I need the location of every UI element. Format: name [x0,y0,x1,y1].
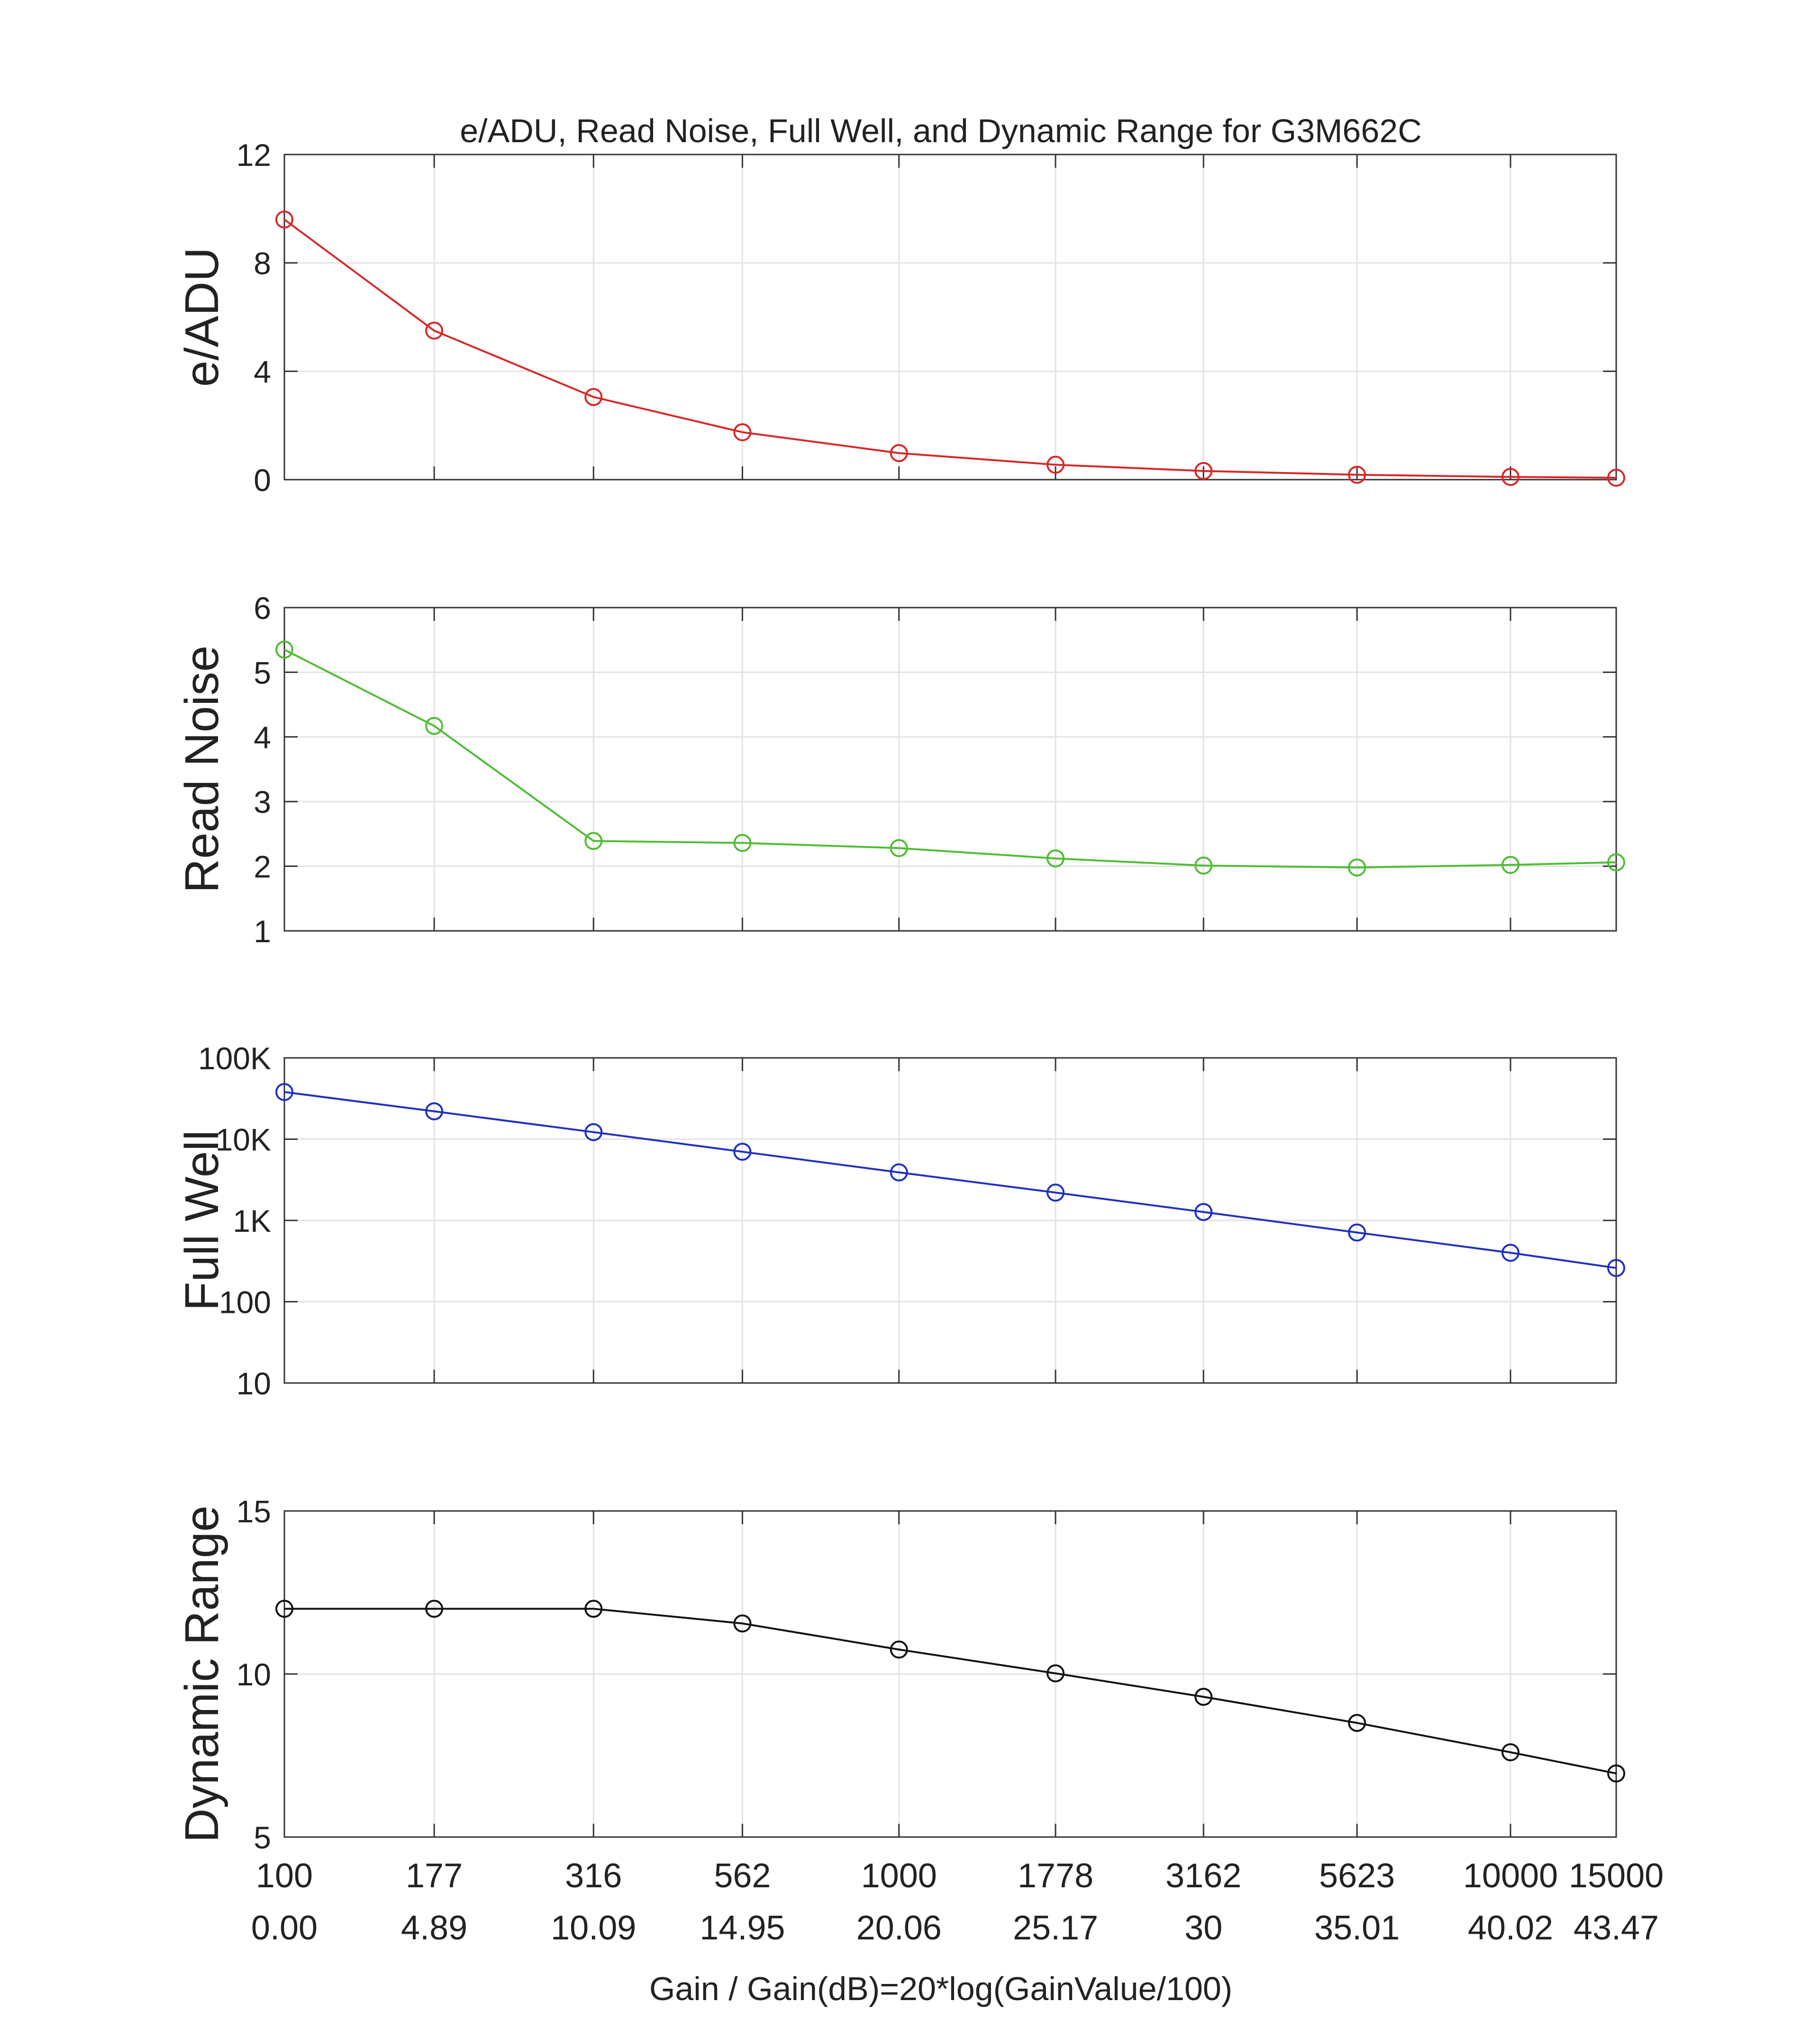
x-tick-label-gain: 177 [406,1857,463,1895]
x-tick-label-gain: 10000 [1463,1857,1558,1895]
data-point [1348,1223,1366,1242]
y-axis-label: Dynamic Range [175,1505,228,1842]
y-tick-label: 100K [198,1041,271,1076]
panel-3: 10 100 1K 10K 100K Full Well [175,1041,1625,1401]
x-tick-label-gain: 15000 [1569,1857,1664,1895]
x-tick-label-gain: 100 [256,1857,313,1895]
data-point [425,321,444,340]
data-point [1607,1259,1625,1277]
data-point [1501,1244,1520,1262]
data-point [1194,1203,1213,1221]
y-tick-label: 8 [254,246,271,281]
data-point [1046,1183,1065,1202]
data-point [1348,465,1366,484]
x-axis-label: Gain / Gain(dB)=20*log(GainValue/100) [649,1970,1232,2007]
data-point [890,1640,908,1659]
data-point [275,210,293,229]
panel-2: 1 2 3 4 5 6 Read Noise [175,591,1625,949]
y-tick-label: 10 [237,1366,271,1401]
data-point [275,640,293,659]
data-point [1607,468,1625,487]
y-tick-label: 5 [254,655,271,690]
data-point [1046,849,1065,868]
panel-1: 0 4 8 12 e/ADU [175,137,1625,498]
data-point [1194,462,1213,480]
series-line [284,1091,1617,1269]
data-point [733,423,752,441]
data-point [425,1102,444,1120]
x-tick-label-gain: 3162 [1165,1857,1241,1895]
x-tick-label-db: 40.02 [1468,1909,1553,1947]
y-tick-label: 10 [237,1657,271,1692]
data-point [890,1163,908,1182]
x-tick-label-db: 30 [1184,1909,1222,1947]
data-point [733,1614,752,1633]
data-point [1607,853,1625,872]
data-point [1046,1664,1065,1683]
axes-box [283,154,1617,481]
x-tick-label-gain: 5623 [1319,1857,1395,1895]
data-point [425,717,444,735]
y-tick-label: 100 [219,1285,271,1320]
y-tick-label: 6 [254,591,271,626]
data-point [890,839,908,857]
data-point [584,1123,603,1141]
x-tick-label-db: 10.09 [551,1909,636,1947]
data-point [584,832,603,850]
y-tick-label: 15 [237,1494,271,1529]
x-tick-labels: 100 0.00 177 4.89 316 10.09 562 14.95 1000 20.06 1… [251,1857,1664,1947]
chart-title: e/ADU, Read Noise, Full Well, and Dynami… [460,112,1422,149]
x-tick-label-db: 43.47 [1574,1909,1659,1947]
y-tick-label: 4 [254,354,271,389]
data-point [733,1143,752,1161]
series-line [284,648,1617,869]
data-point [1194,1688,1213,1706]
data-point [584,388,603,406]
x-tick-label-db: 25.17 [1013,1909,1098,1947]
y-tick-label: 4 [254,720,271,755]
data-point [733,834,752,852]
data-point [890,444,908,462]
data-point [1501,468,1520,486]
x-tick-label-db: 14.95 [700,1909,785,1947]
y-tick-label: 1 [254,914,271,949]
axes-box [283,607,1617,932]
data-point [1501,855,1520,874]
data-point [275,1600,293,1618]
y-tick-label: 5 [254,1820,271,1855]
x-tick-label-gain: 316 [565,1857,622,1895]
y-tick-label: 12 [237,137,271,173]
x-tick-label-db: 0.00 [251,1909,318,1947]
y-axis-label: Full Well [175,1130,228,1311]
data-point [425,1600,444,1618]
series-line [283,218,1617,479]
x-tick-label-gain: 1778 [1018,1857,1093,1895]
y-axis-label: e/ADU [175,247,228,387]
panel-4: 5 10 15 Dynamic Range [175,1494,1625,1855]
y-tick-label: 10K [216,1122,271,1157]
data-point [1194,856,1213,875]
data-point [584,1600,603,1618]
x-tick-label-db: 4.89 [401,1909,467,1947]
series-line [284,1608,1617,1774]
y-axis-label: Read Noise [175,646,228,893]
x-tick-label-gain: 562 [714,1857,771,1895]
y-tick-label: 3 [254,784,271,819]
data-point [1348,858,1366,877]
data-point [1348,1714,1366,1732]
y-tick-label: 0 [254,463,271,498]
y-tick-label: 2 [254,849,271,884]
x-tick-label-db: 35.01 [1314,1909,1400,1947]
data-point [1501,1743,1520,1762]
data-point [1607,1764,1625,1783]
y-tick-label: 1K [233,1203,271,1238]
x-tick-label-gain: 1000 [861,1857,937,1895]
data-point [275,1083,293,1101]
data-point [1046,455,1065,474]
x-tick-label-db: 20.06 [856,1909,942,1947]
